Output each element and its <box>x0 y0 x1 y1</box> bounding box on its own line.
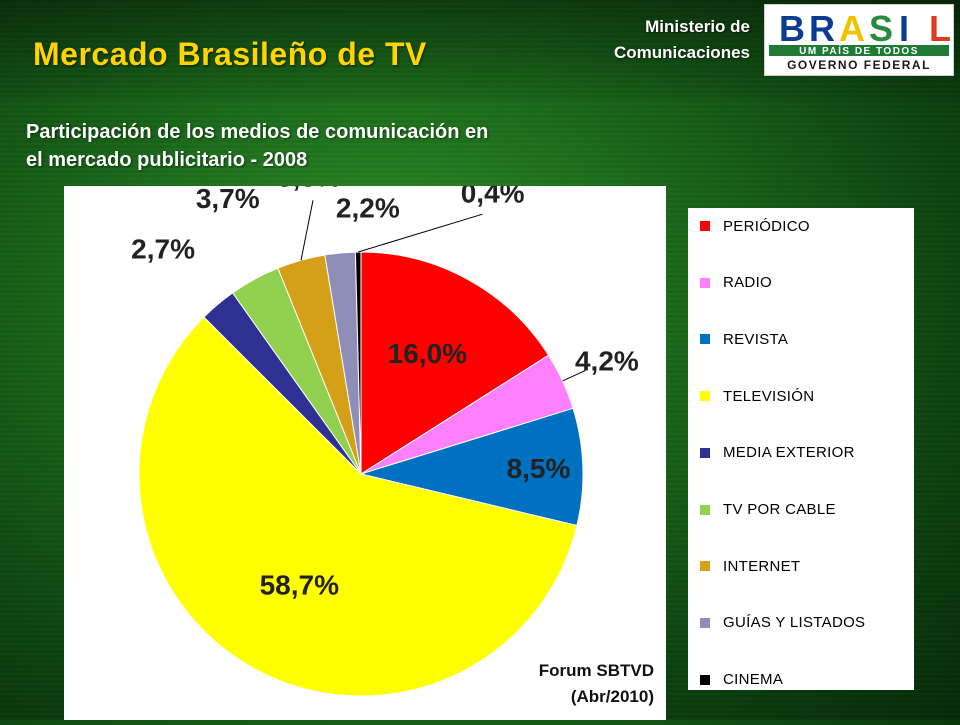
legend-swatch <box>700 447 710 458</box>
legend-label: INTERNET <box>723 557 801 575</box>
slice-data-label: 3,5% <box>277 186 341 192</box>
legend-item: PERIÓDICO <box>700 217 810 235</box>
pie-slice-revista <box>359 407 584 527</box>
logo-line-3: GOVERNO FEDERAL <box>787 58 931 72</box>
legend-item: REVISTA <box>700 330 788 348</box>
legend-label: GUÍAS Y LISTADOS <box>723 614 866 632</box>
legend-swatch <box>700 221 710 231</box>
slice-data-label: 0,4% <box>461 186 525 208</box>
slice-data-label: 2,7% <box>131 234 195 265</box>
slice-data-label: 2,2% <box>336 192 400 223</box>
logo-letter: S <box>869 8 893 49</box>
page-title: Mercado Brasileño de TV <box>33 36 427 72</box>
legend-label: REVISTA <box>723 330 789 348</box>
pie-chart: 16,0% 4,2% 8,5% 58,7% 2,7%3,7% 3,5%2,2% 0,4% <box>131 161 639 697</box>
legend-label: RADIO <box>723 274 773 292</box>
ministry-label: Ministerio de Comunicaciones <box>530 14 750 66</box>
legend-label: CINEMA <box>723 671 784 689</box>
slice-data-label: 4,2% <box>575 345 639 376</box>
legend-label: PERIÓDICO <box>723 217 810 235</box>
logo-letter: R <box>809 8 835 49</box>
chart-legend: PERIÓDICO RADIO REVISTA TELEVISIÓN MEDIA EXT… <box>688 208 914 690</box>
slice-data-label: 58,7% <box>260 569 339 600</box>
logo-letter: L <box>929 8 951 49</box>
subtitle-line-1: Participación de los medios de comunicac… <box>26 121 489 143</box>
pie-slice-televisi-n <box>138 316 578 697</box>
slice-leader-line <box>358 213 483 253</box>
legend-item: TELEVISIÓN <box>700 387 814 405</box>
pie-slice-peri-dico <box>360 251 550 475</box>
legend-swatch <box>700 391 710 402</box>
pie-chart-panel: 16,0% 4,2% 8,5% 58,7% 2,7%3,7% 3,5%2,2% 0,4% F… <box>64 161 666 720</box>
legend-swatch <box>700 674 710 685</box>
ministry-line-1: Ministerio de <box>645 17 750 36</box>
logo-letter: B <box>779 8 805 49</box>
chart-subtitle: Participación de los medios de comunicac… <box>26 118 706 174</box>
legend-item: RADIO <box>700 274 772 292</box>
ministry-line-2: Comunicaciones <box>613 43 750 62</box>
source-line-2: (Abr/2010) <box>570 687 654 706</box>
legend-swatch <box>700 617 710 628</box>
legend-item: GUÍAS Y LISTADOS <box>700 614 865 632</box>
legend-label: TV POR CABLE <box>723 501 836 518</box>
legend-swatch <box>700 561 710 572</box>
legend-item: INTERNET <box>700 557 800 575</box>
legend-item: CINEMA <box>700 671 783 689</box>
legend-swatch <box>700 334 710 345</box>
legend-label: TELEVISIÓN <box>723 387 815 405</box>
slice-data-label: 8,5% <box>507 453 571 484</box>
legend-swatch <box>700 504 710 515</box>
legend-item: TV POR CABLE <box>700 501 836 519</box>
subtitle-line-2: el mercado publicitario - 2008 <box>26 149 308 171</box>
legend-swatch <box>700 277 710 288</box>
logo-letter: A <box>839 8 865 49</box>
slice-data-label: 3,7% <box>196 186 260 214</box>
legend-item: MEDIA EXTERIOR <box>700 444 855 462</box>
logo-line-2: UM PAÍS DE TODOS <box>799 44 919 57</box>
legend-label: MEDIA EXTERIOR <box>723 444 855 462</box>
logo-letter: I <box>899 8 909 49</box>
slice-data-label: 16,0% <box>388 338 467 369</box>
source-line-1: Forum SBTVD <box>538 661 654 680</box>
source-note: Forum SBTVD (Abr/2010) <box>534 658 654 710</box>
slice-leader-line <box>300 200 314 261</box>
slice-leader-line <box>562 370 586 382</box>
